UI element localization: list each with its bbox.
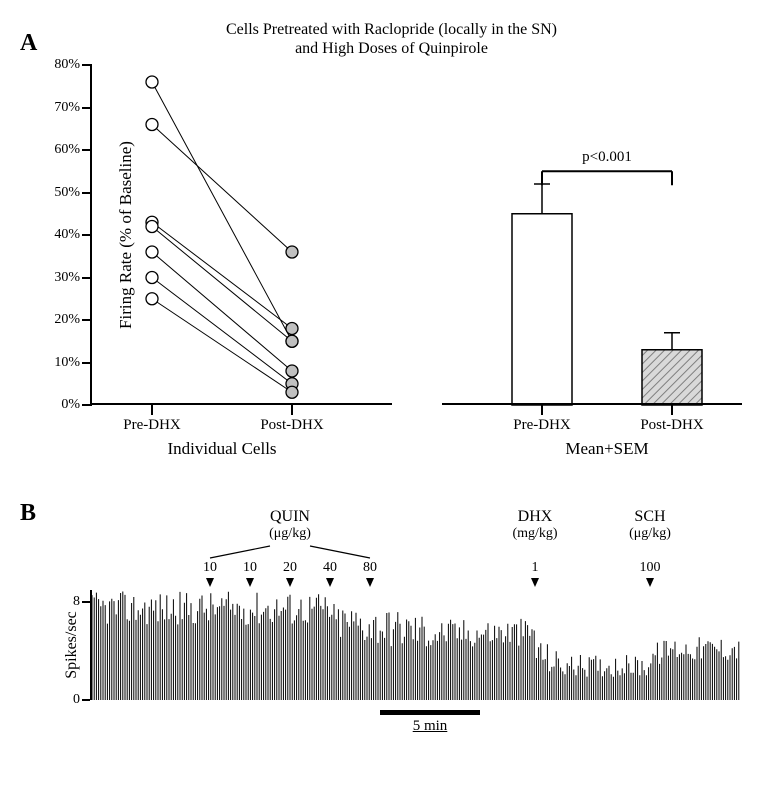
arrow-icon [206,578,214,587]
y-tick [82,362,92,364]
y-tick-label: 0 [73,692,80,708]
dose-label: 20 [283,560,297,576]
y-tick-label: 70% [54,100,80,116]
panel-a-title: Cells Pretreated with Raclopride (locall… [226,20,557,58]
x-tick [671,405,673,415]
arrow-icon [286,578,294,587]
x-tick [151,405,153,415]
chart-b-svg [90,590,740,700]
arrow-icon [366,578,374,587]
drug-name: QUIN [269,508,311,526]
chart-b: Spikes/sec 08 [90,590,740,700]
x-axis [442,403,742,405]
panel-b: B Spikes/sec 08 QUIN(μg/kg)1010204080DHX… [20,500,763,760]
arrow-icon [326,578,334,587]
y-tick-label: 8 [73,594,80,610]
y-tick [82,149,92,151]
y-tick [82,107,92,109]
y-tick [82,404,92,406]
chart-a: Firing Rate (% of Baseline) 0%10%20%30%4… [90,65,742,405]
x-tick-label: Post-DHX [640,417,703,434]
drug-name: SCH [629,508,671,526]
x-tick [541,405,543,415]
scale-bar [380,710,480,715]
dose-label: 1 [532,560,539,576]
panel-a: A Cells Pretreated with Raclopride (loca… [20,20,763,490]
y-tick-label: 0% [61,397,80,413]
x-tick [291,405,293,415]
dose-label: 10 [203,560,217,576]
drug-label: SCH(μg/kg) [629,508,671,542]
y-tick [82,277,92,279]
arrow-icon [246,578,254,587]
significance-label: p<0.001 [582,149,632,166]
dose-label: 80 [363,560,377,576]
dose-label: 100 [640,560,661,576]
y-tick-label: 80% [54,57,80,73]
y-tick [82,192,92,194]
y-tick [82,699,90,701]
x-group-label: Individual Cells [167,439,276,459]
dose-label: 40 [323,560,337,576]
x-tick-label: Pre-DHX [123,417,181,434]
y-tick-label: 20% [54,312,80,328]
x-group-label: Mean+SEM [565,439,648,459]
drug-name: DHX [512,508,557,526]
y-tick [82,601,90,603]
x-axis [92,403,392,405]
y-tick-label: 60% [54,142,80,158]
dose-label: 10 [243,560,257,576]
drug-unit: (μg/kg) [629,526,671,542]
drug-unit: (mg/kg) [512,526,557,542]
drug-unit: (μg/kg) [269,526,311,542]
y-tick-label: 10% [54,355,80,371]
x-tick-label: Pre-DHX [513,417,571,434]
arrow-icon [646,578,654,587]
y-tick [82,319,92,321]
y-tick [82,234,92,236]
y-tick [82,64,92,66]
y-tick-label: 30% [54,270,80,286]
panel-a-label: A [20,30,37,57]
drug-label: DHX(mg/kg) [512,508,557,542]
y-tick-label: 40% [54,227,80,243]
arrow-icon [531,578,539,587]
panel-b-label: B [20,500,36,527]
drug-label: QUIN(μg/kg) [269,508,311,542]
chart-a-svg [92,65,742,405]
scale-label: 5 min [413,718,448,735]
bracket [90,544,740,560]
x-tick-label: Post-DHX [260,417,323,434]
y-tick-label: 50% [54,185,80,201]
y-axis-label-b: Spikes/sec [63,611,81,679]
